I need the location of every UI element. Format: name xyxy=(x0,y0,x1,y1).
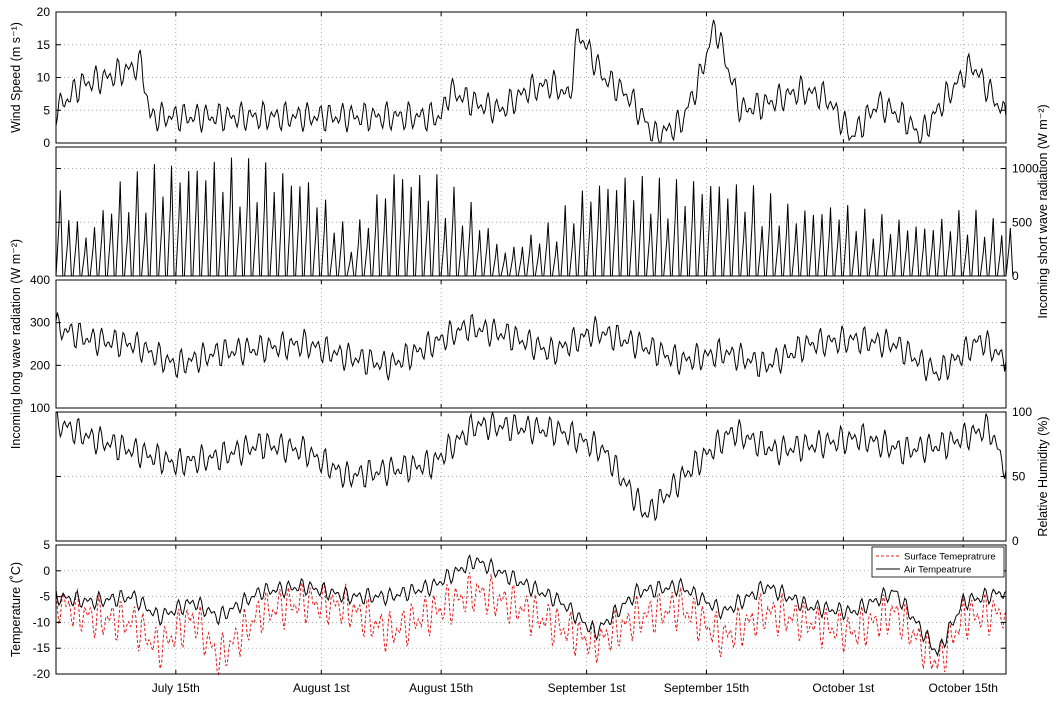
y-axis-label-temperature: Temperature (˚C) xyxy=(9,562,23,657)
y-tick-label: 100 xyxy=(30,401,50,415)
y-tick-label: 0 xyxy=(1012,269,1019,283)
y-tick-label: 0 xyxy=(1012,534,1019,548)
y-tick-label: 50 xyxy=(1012,470,1026,484)
panel-frame-shortwave xyxy=(55,146,1007,277)
y-tick-label: 500 xyxy=(1012,215,1032,229)
series-line-longwave xyxy=(55,312,1007,382)
y-tick-label: 0 xyxy=(43,564,50,578)
y-tick-label: 200 xyxy=(30,358,50,372)
y-tick-label: -20 xyxy=(33,667,51,681)
legend-label: Surface Temepratrure xyxy=(904,552,996,563)
legend-box xyxy=(871,546,1005,578)
panel-frames xyxy=(55,11,1007,675)
y-tick-label: -15 xyxy=(33,641,51,655)
y-tick-label: 300 xyxy=(30,316,50,330)
panel-frame-longwave xyxy=(55,279,1007,409)
y-tick-label: -5 xyxy=(39,590,50,604)
x-tick-label: October 1st xyxy=(812,681,875,695)
x-tick-label: July 15th xyxy=(152,681,200,695)
legend-label: Air Tempeatrure xyxy=(904,565,971,576)
x-tick-label: September 1st xyxy=(548,681,627,695)
y-axis-label-shortwave: Incoming short wave radiation (W m⁻²) xyxy=(1036,104,1050,318)
panel-frame-humidity xyxy=(55,411,1007,542)
y-tick-label: 20 xyxy=(37,5,51,19)
series-line-humidity xyxy=(55,411,1007,522)
legend: Surface Temepratrure Air Tempeatrure xyxy=(871,546,1005,578)
x-tick-label: September 15th xyxy=(664,681,749,695)
y-axis-label-longwave: Incoming long wave radiation (W m⁻²) xyxy=(9,239,23,449)
y-axis-label-humidity: Relative Humidity (%) xyxy=(1036,416,1050,536)
y-tick-label: 100 xyxy=(1012,405,1032,419)
y-tick-label: 15 xyxy=(37,38,51,52)
x-tick-label: August 15th xyxy=(409,681,473,695)
series-line-wind xyxy=(55,19,1007,144)
gridlines xyxy=(56,12,1006,674)
y-tick-label: 1000 xyxy=(1012,162,1039,176)
y-tick-label: 400 xyxy=(30,273,50,287)
tick-labels: 0510152005001000100200300400050100-20-15… xyxy=(30,5,1039,695)
y-axis-label-wind: Wind Speed (m s⁻¹) xyxy=(9,22,23,133)
y-tick-label: -10 xyxy=(33,615,51,629)
y-tick-label: 5 xyxy=(43,103,50,117)
x-tick-label: August 1st xyxy=(293,681,350,695)
series-line-shortwave xyxy=(55,157,1014,277)
y-tick-label: 10 xyxy=(37,71,51,85)
panel-frame-temperature xyxy=(55,544,1007,675)
y-tick-label: 0 xyxy=(43,136,50,150)
axis-labels: Wind Speed (m s⁻¹) Incoming short wave ra… xyxy=(9,22,1050,657)
x-tick-label: October 15th xyxy=(929,681,998,695)
series-line-temperature xyxy=(55,572,1007,676)
data-series xyxy=(55,19,1014,676)
y-tick-label: 5 xyxy=(43,538,50,552)
series-line-temperature xyxy=(55,554,1007,657)
